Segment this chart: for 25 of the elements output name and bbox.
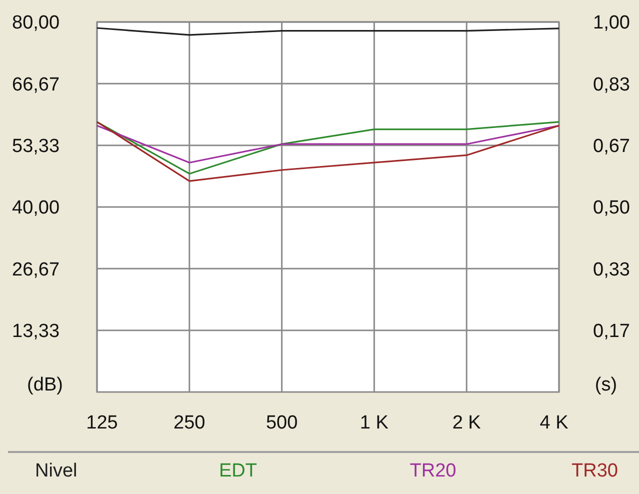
x-tick-label: 2 K: [452, 412, 482, 434]
y2-tick-label: 0,67: [593, 136, 630, 157]
y2-tick-label: 0,33: [593, 259, 630, 280]
x-tick-label: 250: [174, 412, 206, 434]
text: EDT: [219, 460, 258, 482]
line-series: [96, 27, 560, 36]
text: TR20: [410, 460, 456, 482]
y2-tick-label: 0,50: [593, 198, 630, 219]
y-tick-label: 40,00: [12, 198, 60, 219]
y2-axis-title: (s): [594, 374, 618, 396]
y-tick-label: 66,67: [12, 74, 60, 96]
text: Nivel: [35, 460, 78, 482]
y2-tick-label: 0,17: [593, 320, 630, 342]
x-tick-label: 500: [266, 412, 298, 434]
x-tick-label: 125: [86, 412, 118, 434]
y2-tick-label: 0,83: [593, 74, 630, 96]
y-tick-label: 53,33: [12, 136, 60, 157]
x-tick-label: 4 K: [540, 412, 569, 434]
y2-tick-label: 1,00: [593, 12, 630, 34]
x-tick-label: 1 K: [360, 412, 389, 434]
y-tick-label: 80,00: [12, 12, 60, 34]
y-tick-label: 13,33: [12, 321, 60, 342]
y-axis-title: (dB): [27, 374, 63, 396]
text: TR30: [572, 460, 618, 482]
y-tick-label: 26,67: [12, 259, 60, 280]
